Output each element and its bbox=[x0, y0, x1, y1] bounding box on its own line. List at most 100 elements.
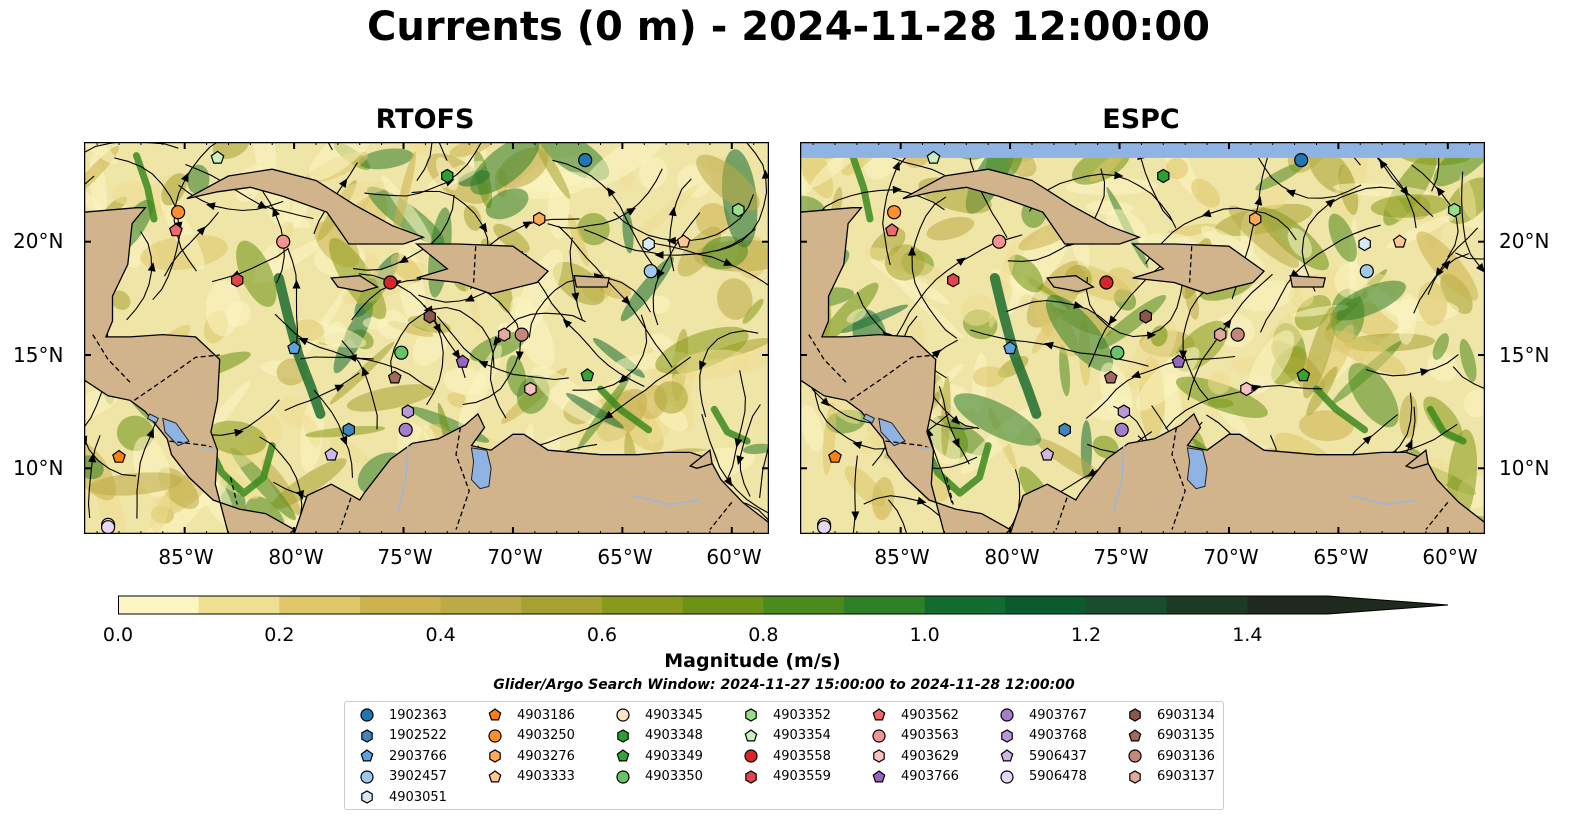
land-puertorico bbox=[1289, 274, 1327, 288]
streamline bbox=[1452, 366, 1485, 390]
streamline-arrow bbox=[515, 351, 524, 361]
search-window-note: Glider/Argo Search Window: 2024-11-27 15… bbox=[493, 677, 1075, 693]
border-line bbox=[945, 477, 954, 505]
legend-item: 6903134 bbox=[1125, 705, 1215, 725]
streamline-arrow bbox=[571, 292, 580, 303]
border-line bbox=[472, 246, 477, 283]
colorbar-segment bbox=[1247, 596, 1329, 614]
figure-title: Currents (0 m) - 2024-11-28 12:00:00 bbox=[367, 4, 1210, 50]
float-marker-4903350 bbox=[394, 345, 409, 360]
colorbar-segment bbox=[360, 596, 442, 614]
legend-label: 4903348 bbox=[645, 728, 703, 743]
hexagon-marker-icon bbox=[361, 728, 373, 743]
streamline-arrow bbox=[296, 489, 305, 500]
float-marker-6903137 bbox=[1214, 327, 1227, 342]
colorbar-tick-label: 1.4 bbox=[1232, 624, 1263, 646]
colorbar-segment bbox=[1086, 596, 1168, 614]
legend-item: 1902522 bbox=[357, 726, 447, 746]
streamline bbox=[558, 225, 673, 368]
legend-item: 4903354 bbox=[741, 726, 831, 746]
legend-item: 4903562 bbox=[869, 705, 959, 725]
legend-label: 4903766 bbox=[901, 769, 959, 784]
legend-marker bbox=[872, 728, 886, 743]
float-markers bbox=[101, 150, 745, 534]
streamline-arrow bbox=[1475, 263, 1485, 273]
streamline bbox=[185, 163, 314, 220]
land-trinidad bbox=[1404, 448, 1429, 469]
streamline bbox=[351, 278, 421, 321]
streamline-arrow bbox=[734, 438, 743, 448]
streamline bbox=[715, 142, 768, 252]
float-marker-2903766 bbox=[1003, 340, 1018, 355]
streamline bbox=[416, 142, 433, 182]
lon-label-rtofs-70w: 70°W bbox=[487, 545, 543, 569]
land-centralamerica bbox=[84, 207, 296, 534]
axis-ticks bbox=[800, 142, 1485, 534]
float-marker-6903134 bbox=[423, 309, 436, 324]
float-marker-4903186 bbox=[828, 449, 842, 463]
float-marker-4903559 bbox=[947, 273, 960, 288]
streamline-arrow bbox=[338, 178, 348, 189]
colorbar-outline bbox=[118, 595, 1449, 615]
streamline-arrow bbox=[851, 511, 860, 521]
float-marker-4903767 bbox=[1114, 422, 1129, 437]
colorbar-segment bbox=[118, 596, 200, 614]
legend-marker bbox=[1001, 728, 1013, 743]
streamline bbox=[436, 315, 569, 381]
hexagon-marker-icon bbox=[1001, 728, 1013, 743]
legend-item: 4903345 bbox=[613, 705, 703, 725]
land-hispaniola bbox=[414, 243, 549, 295]
legend-label: 4903629 bbox=[901, 748, 959, 764]
legend-marker bbox=[1129, 708, 1141, 722]
lon-label-espc-60w: 60°W bbox=[1422, 545, 1478, 569]
streamline-arrow bbox=[892, 185, 902, 194]
streamline-arrow bbox=[654, 251, 664, 259]
colorbar-tick-label: 0.2 bbox=[264, 624, 295, 646]
float-marker-4903563 bbox=[276, 234, 291, 249]
lake-maracaibo bbox=[1186, 447, 1208, 490]
streamline bbox=[287, 247, 299, 345]
colorbar-segment bbox=[198, 596, 280, 614]
legend-marker bbox=[745, 769, 757, 784]
float-marker-4903349 bbox=[1296, 368, 1311, 382]
streamline bbox=[643, 239, 769, 287]
land-cuba bbox=[186, 168, 426, 245]
legend-label: 4903767 bbox=[1029, 707, 1087, 723]
legend-item: 4903559 bbox=[741, 767, 831, 787]
legend-item: 6903136 bbox=[1125, 746, 1215, 766]
lat-label-left-10n: 10°N bbox=[13, 456, 64, 480]
legend-label: 6903134 bbox=[1157, 707, 1215, 723]
streamline-arrow bbox=[1201, 209, 1212, 218]
streamline-arrow bbox=[723, 258, 734, 266]
streamline-arrow bbox=[607, 187, 616, 197]
pentagon-marker-icon bbox=[1000, 749, 1014, 762]
colorbar-segment bbox=[682, 596, 764, 614]
streamline-arrow bbox=[292, 279, 301, 289]
streamline-arrow bbox=[205, 202, 216, 211]
streamline-arrow bbox=[1179, 350, 1188, 360]
map-panel-espc bbox=[800, 142, 1485, 534]
circle-marker-icon bbox=[488, 728, 502, 743]
streamline-arrow bbox=[399, 255, 409, 264]
streamline bbox=[1086, 276, 1184, 338]
streamline-arrow bbox=[892, 161, 900, 171]
axis-frame bbox=[84, 142, 769, 534]
streamline-arrow bbox=[618, 374, 629, 384]
lat-label-left-20n: 20°N bbox=[13, 229, 64, 253]
masked-region bbox=[800, 142, 1485, 158]
legend-label: 1902363 bbox=[389, 707, 447, 723]
legend-marker bbox=[616, 708, 630, 722]
streamline-arrow bbox=[1441, 260, 1451, 270]
lat-label-right-10n: 10°N bbox=[1499, 456, 1550, 480]
streamline-arrow bbox=[736, 455, 745, 465]
legend-marker bbox=[872, 769, 886, 782]
streamline bbox=[965, 142, 1008, 238]
streamline bbox=[1461, 171, 1485, 271]
land-trinidad bbox=[688, 448, 713, 469]
float-marker-4903768 bbox=[1117, 404, 1131, 419]
colorbar-tick-label: 0.0 bbox=[102, 624, 134, 646]
legend-label: 4903354 bbox=[773, 728, 831, 743]
lat-label-right-20n: 20°N bbox=[1499, 229, 1550, 253]
lon-label-espc-85w: 85°W bbox=[874, 545, 930, 569]
legend-marker bbox=[744, 749, 758, 763]
